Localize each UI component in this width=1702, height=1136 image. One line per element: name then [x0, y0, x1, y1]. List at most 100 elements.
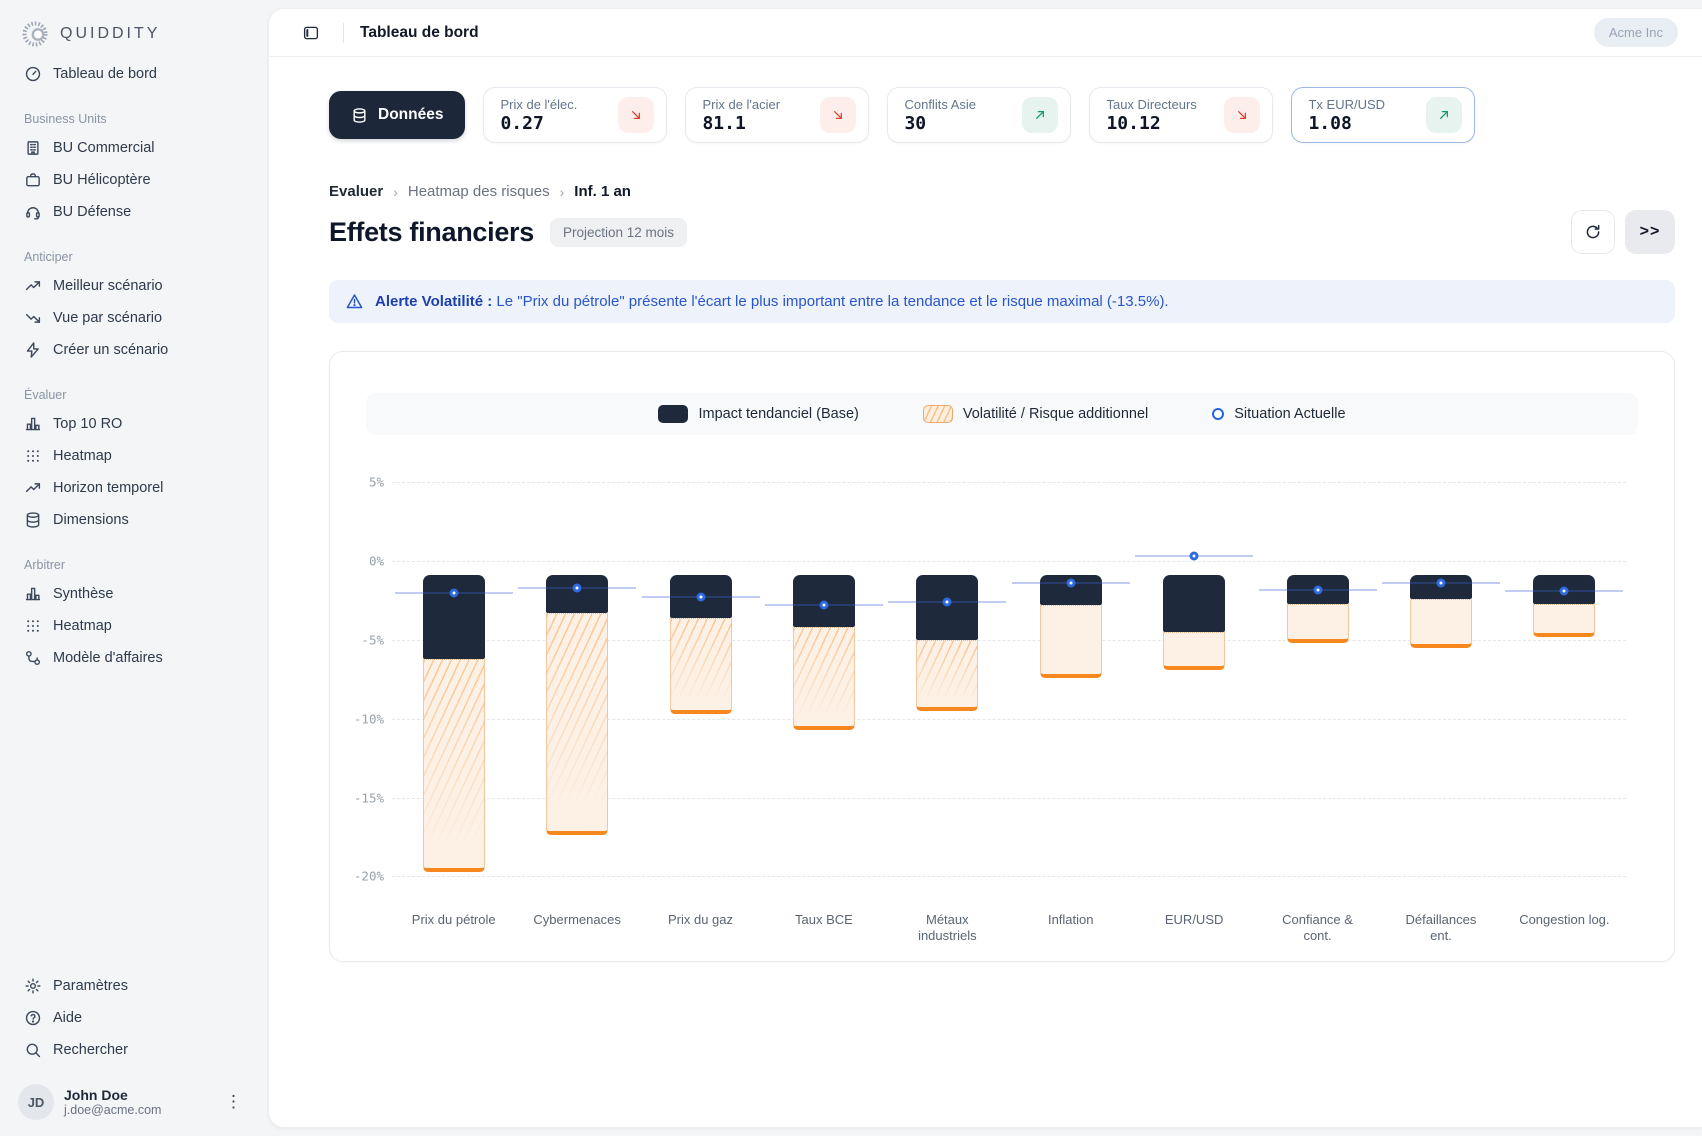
kpi-label: Prix de l'acier — [702, 96, 781, 112]
data-button[interactable]: Données — [329, 91, 466, 139]
gridline — [392, 797, 1626, 799]
sidebar-item-horizon-temporel[interactable]: Horizon temporel — [16, 472, 256, 504]
user-kebab-menu-icon[interactable]: ⋮ — [225, 1092, 242, 1111]
kpi-card-conflits-asie[interactable]: Conflits Asie 30 — [887, 87, 1072, 143]
current-marker[interactable] — [1313, 585, 1323, 594]
sidebar-item-label: BU Commercial — [53, 140, 155, 156]
current-marker[interactable] — [449, 588, 459, 598]
bar-risk-segment[interactable] — [546, 613, 609, 836]
sidebar-item-synthese[interactable]: Synthèse — [16, 578, 256, 610]
zap-icon — [24, 341, 42, 359]
sidebar-item-modele-d-affaires[interactable]: Modèle d'affaires — [16, 642, 256, 674]
quiddity-logo-icon — [22, 20, 50, 48]
kpi-card-tx-eur-usd[interactable]: Tx EUR/USD 1.08 — [1291, 87, 1476, 143]
sidebar-item-dimensions[interactable]: Dimensions — [16, 504, 256, 536]
sidebar-item-aide[interactable]: Aide — [16, 1002, 256, 1034]
sidebar-item-bu-commercial[interactable]: BU Commercial — [16, 132, 256, 164]
sidebar-item-label: Tableau de bord — [53, 66, 157, 82]
y-tick-label: -5% — [361, 632, 384, 648]
refresh-button[interactable] — [1571, 210, 1615, 254]
bar-risk-segment[interactable] — [916, 639, 979, 711]
current-marker[interactable] — [572, 583, 582, 593]
current-marker[interactable] — [1189, 551, 1199, 561]
bar-base-segment[interactable] — [546, 575, 609, 614]
chart-legend: Impact tendanciel (Base) Volatilité / Ri… — [366, 393, 1638, 435]
sidebar-item-bu-helicoptere[interactable]: BU Hélicoptère — [16, 164, 256, 196]
breadcrumb: Evaluer › Heatmap des risques › Inf. 1 a… — [329, 183, 1675, 200]
bar-risk-segment[interactable] — [1163, 632, 1226, 670]
search-icon — [24, 1041, 42, 1059]
brand: QUIDDITY — [16, 16, 256, 58]
sidebar-item-label: BU Hélicoptère — [53, 172, 151, 188]
building-icon — [24, 139, 42, 157]
sidebar-item-parametres[interactable]: Paramètres — [16, 970, 256, 1002]
gridline — [392, 718, 1626, 720]
sidebar-item-label: Heatmap — [53, 448, 112, 464]
sidebar-item-tableau-de-bord[interactable]: Tableau de bord — [16, 58, 256, 90]
database-icon — [24, 511, 42, 529]
user-name: John Doe — [64, 1087, 128, 1103]
legend-swatch-icon — [922, 405, 953, 423]
x-category-label: EUR/USD — [1164, 912, 1224, 927]
trend-down-arrow-icon — [618, 97, 655, 133]
current-marker[interactable] — [1066, 578, 1076, 588]
avatar: JD — [18, 1084, 54, 1120]
kpi-card-prix-de-l-acier[interactable]: Prix de l'acier 81.1 — [685, 87, 870, 143]
x-category-label: Inflation — [1047, 912, 1094, 927]
current-marker[interactable] — [1559, 586, 1569, 596]
sidebar-item-meilleur-scenario[interactable]: Meilleur scénario — [16, 270, 256, 302]
org-badge[interactable]: Acme Inc — [1593, 18, 1678, 47]
sidebar-section-title: Anticiper — [24, 250, 73, 264]
sidebar-item-top-10-ro[interactable]: Top 10 RO — [16, 408, 256, 440]
chart-column-defaillances-ent: Défaillances ent. — [1379, 435, 1502, 943]
trend-up-arrow-icon — [1426, 97, 1463, 133]
trend-up-icon — [24, 479, 42, 497]
sidebar-item-heatmap[interactable]: Heatmap — [16, 610, 256, 642]
sidebar-item-label: BU Défense — [53, 204, 132, 220]
chart-card: Impact tendanciel (Base) Volatilité / Ri… — [329, 351, 1675, 962]
sidebar-item-label: Heatmap — [53, 618, 112, 634]
sidebar-item-creer-un-scenario[interactable]: Créer un scénario — [16, 334, 256, 366]
legend-item-impact-tendanciel-base: Impact tendanciel (Base) — [658, 405, 859, 423]
bar-risk-segment[interactable] — [1409, 598, 1472, 648]
volatility-alert: Alerte Volatilité : Le "Prix du pétrole"… — [329, 280, 1675, 323]
kpi-card-prix-de-l-elec[interactable]: Prix de l'élec. 0.27 — [483, 87, 668, 143]
user-menu[interactable]: JD John Doe j.doe@acme.com ⋮ — [16, 1080, 256, 1122]
kpi-card-taux-directeurs[interactable]: Taux Directeurs 10.12 — [1089, 87, 1274, 143]
breadcrumb-item[interactable]: Evaluer — [329, 183, 384, 200]
sidebar-item-vue-par-scenario[interactable]: Vue par scénario — [16, 302, 256, 334]
y-tick-label: -15% — [353, 790, 384, 805]
projection-badge: Projection 12 mois — [549, 217, 688, 247]
sidebar-item-heatmap[interactable]: Heatmap — [16, 440, 256, 472]
collapse-panel-button[interactable]: >> — [1625, 210, 1675, 254]
chart-column-congestion-log: Congestion log. — [1503, 435, 1626, 927]
chart-column-prix-du-gaz: Prix du gaz — [639, 435, 762, 927]
bar-risk-segment[interactable] — [422, 658, 485, 872]
sidebar-item-rechercher[interactable]: Rechercher — [16, 1034, 256, 1066]
x-category-label: Prix du gaz — [667, 912, 734, 927]
current-marker[interactable] — [942, 597, 952, 607]
chart-column-taux-bce: Taux BCE — [762, 435, 885, 927]
sidebar-section-title: Arbitrer — [24, 558, 65, 572]
bar-risk-segment[interactable] — [792, 627, 855, 730]
x-category-label: Cybermenaces — [533, 912, 621, 927]
bar-risk-segment[interactable] — [669, 617, 732, 714]
current-marker[interactable] — [819, 600, 829, 610]
kpi-label: Prix de l'élec. — [500, 96, 578, 112]
bar-risk-segment[interactable] — [1039, 605, 1102, 678]
bar-risk-segment[interactable] — [1533, 603, 1596, 637]
chart-column-metaux-industriels: Métaux industriels — [886, 435, 1009, 943]
kpi-row: Données Prix de l'élec. 0.27 Prix de l'a… — [329, 87, 1675, 143]
current-marker[interactable] — [1436, 578, 1446, 588]
sidebar-toggle-button[interactable] — [295, 17, 327, 49]
user-email: j.doe@acme.com — [64, 1103, 162, 1117]
breadcrumb-item[interactable]: Heatmap des risques — [407, 183, 550, 200]
sidebar-item-label: Dimensions — [53, 512, 129, 528]
bar-base-segment[interactable] — [1163, 575, 1226, 632]
gear-icon — [24, 977, 42, 995]
sidebar-item-bu-defense[interactable]: BU Défense — [16, 196, 256, 228]
current-marker[interactable] — [696, 592, 706, 602]
bar-base-segment[interactable] — [916, 575, 979, 640]
page-title: Effets financiers — [329, 216, 534, 247]
bar-risk-segment[interactable] — [1286, 603, 1349, 644]
